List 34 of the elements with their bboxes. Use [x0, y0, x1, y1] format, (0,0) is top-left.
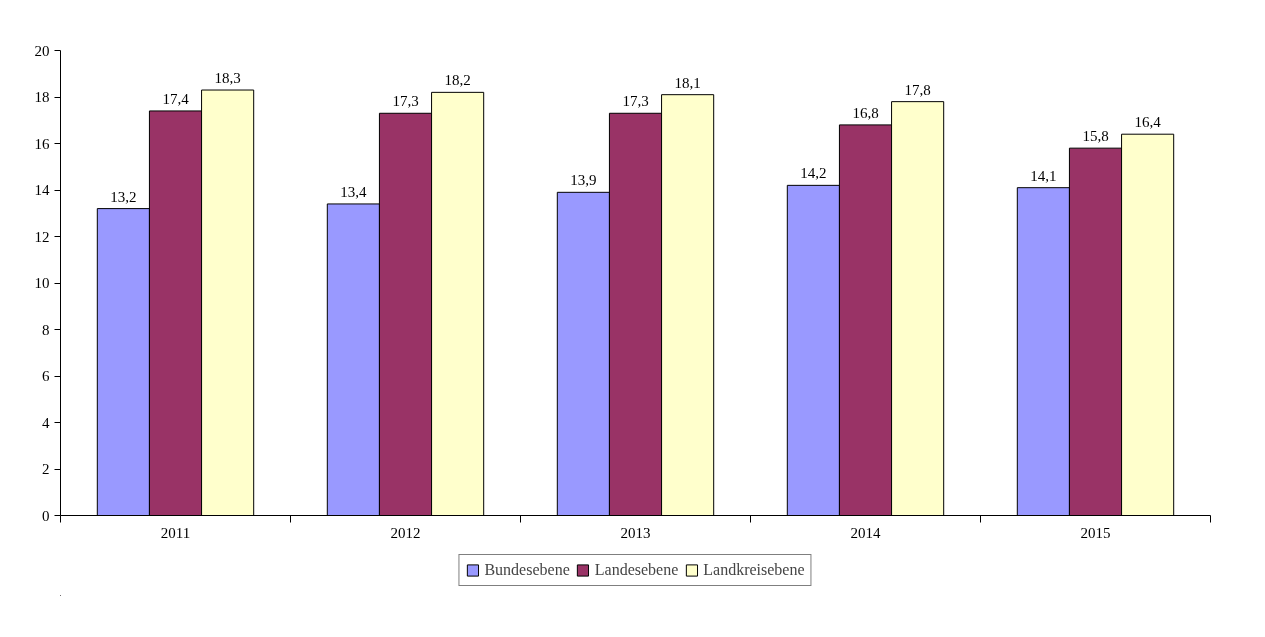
- data-label: 17,3: [622, 93, 649, 110]
- y-tick-label: 6: [42, 368, 50, 384]
- y-tick-label: 18: [34, 89, 50, 105]
- y-tick-label: 16: [34, 135, 50, 152]
- data-label: 17,8: [904, 81, 931, 98]
- data-label: 17,4: [162, 90, 190, 107]
- data-label: 15,8: [1082, 128, 1109, 145]
- y-tick-label: 2: [42, 461, 50, 477]
- legend-label: Bundesebene: [484, 561, 570, 579]
- data-label: 18,3: [214, 70, 241, 87]
- y-tick-label: 12: [34, 228, 50, 245]
- x-tick-label: 2014: [850, 524, 881, 541]
- data-label: 14,2: [800, 165, 827, 182]
- data-label: 13,2: [110, 188, 137, 205]
- data-label: 14,1: [1030, 167, 1057, 184]
- x-tick-label: 2011: [160, 524, 191, 541]
- legend-label: Landesebene: [594, 561, 679, 579]
- y-tick-label: 0: [42, 507, 50, 524]
- data-label: 18,2: [444, 72, 471, 89]
- y-tick-label: 14: [34, 182, 50, 198]
- y-tick-label: 10: [34, 275, 50, 291]
- y-tick-label: 8: [42, 321, 50, 338]
- data-label: 13,9: [570, 172, 597, 189]
- data-label: 16,4: [1134, 114, 1162, 131]
- y-tick-label: 20: [34, 42, 50, 59]
- y-tick-label: 4: [42, 414, 50, 431]
- legend-label: Landkreisebene: [703, 561, 805, 579]
- x-tick-label: 2012: [390, 524, 421, 541]
- x-tick-label: 2013: [620, 524, 651, 541]
- data-label: 16,8: [852, 104, 879, 121]
- data-label: 18,1: [674, 74, 701, 91]
- data-label: 17,3: [392, 93, 419, 110]
- data-label: 13,4: [340, 183, 367, 200]
- x-tick-label: 2015: [1080, 524, 1111, 541]
